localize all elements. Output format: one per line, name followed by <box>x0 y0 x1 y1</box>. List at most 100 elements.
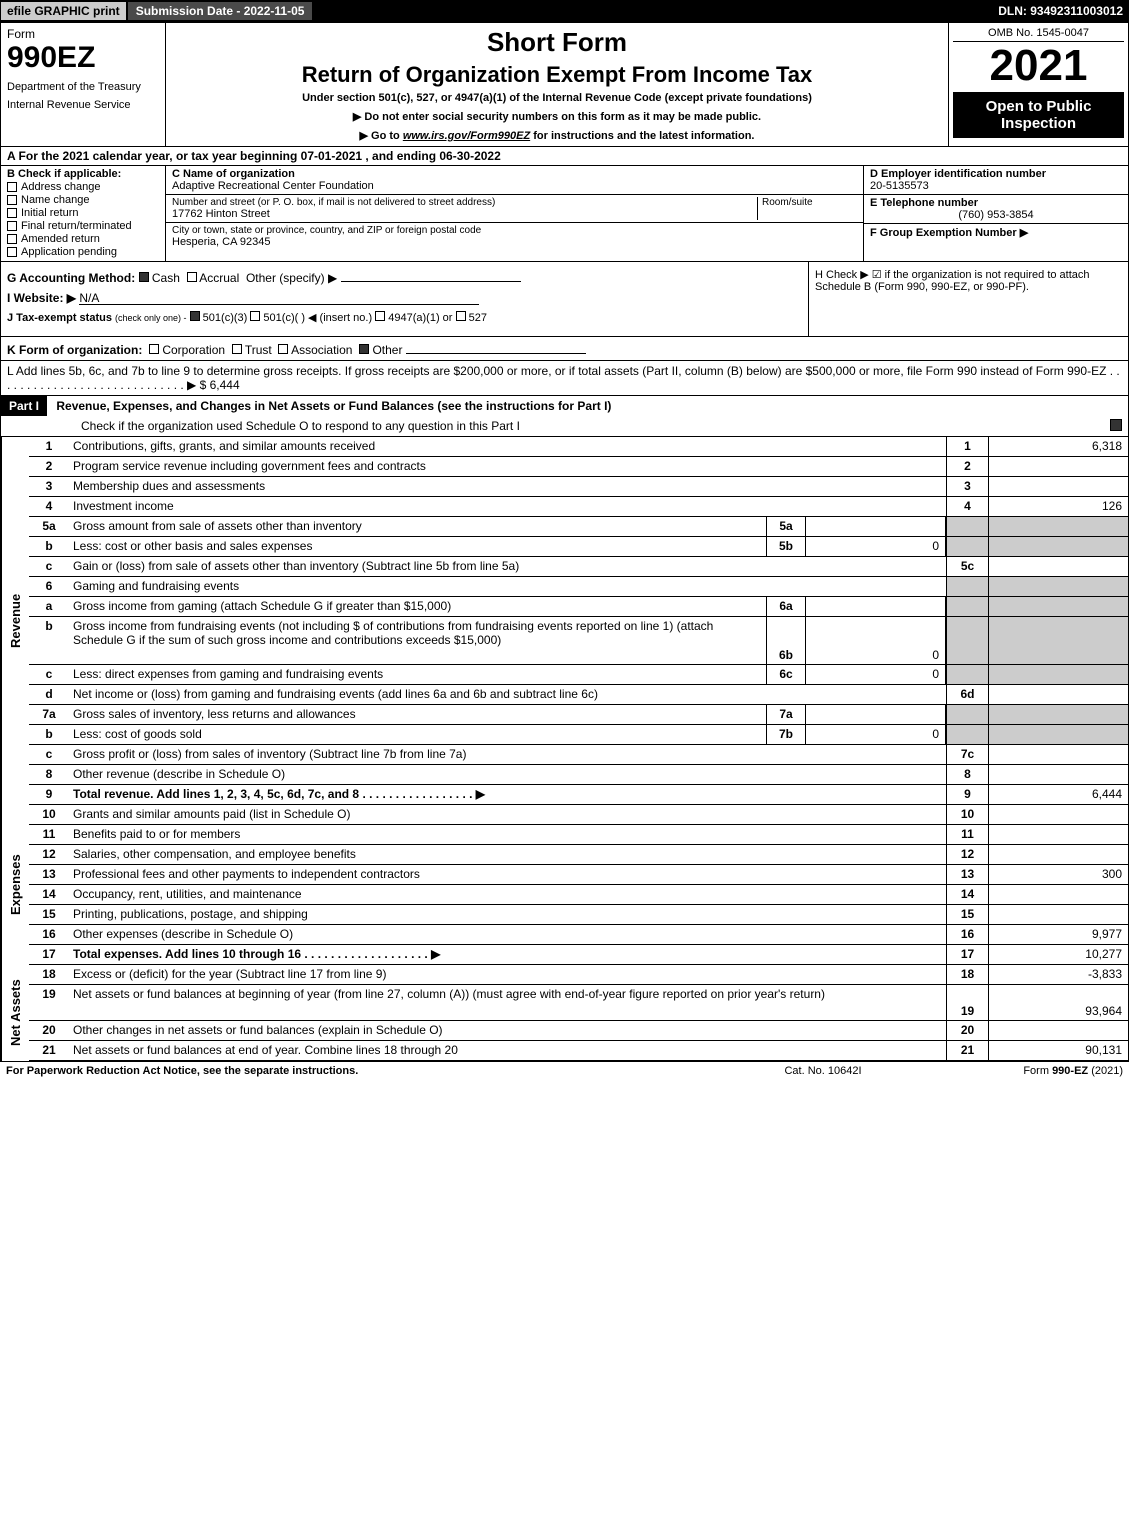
k-assoc-checkbox[interactable] <box>278 344 288 354</box>
line-7b: bLess: cost of goods sold7b0 <box>29 725 1129 745</box>
val-col: 10,277 <box>988 945 1128 964</box>
part1-header: Part I Revenue, Expenses, and Changes in… <box>0 396 1129 437</box>
part1-title: Revenue, Expenses, and Changes in Net As… <box>50 396 617 416</box>
b-final-return[interactable]: Final return/terminated <box>7 220 159 232</box>
i-label: I Website: ▶ <box>7 291 76 305</box>
b-address-change[interactable]: Address change <box>7 181 159 193</box>
line-a: A For the 2021 calendar year, or tax yea… <box>0 147 1129 166</box>
b-item-label: Address change <box>21 181 101 193</box>
sub-val: 0 <box>806 617 946 664</box>
num-col: 18 <box>946 965 988 984</box>
open-to-public: Open to Public Inspection <box>953 92 1124 138</box>
return-title: Return of Organization Exempt From Incom… <box>172 62 942 88</box>
line-desc: Less: cost of goods sold <box>69 725 766 744</box>
val-col <box>988 537 1128 556</box>
short-form-title: Short Form <box>172 27 942 58</box>
g-accrual: Accrual <box>199 271 239 285</box>
netassets-label: Net Assets <box>1 965 29 1061</box>
line-num: 14 <box>29 885 69 904</box>
org-city: Hesperia, CA 92345 <box>172 236 857 248</box>
part1-label: Part I <box>1 396 47 416</box>
c-name-block: C Name of organization Adaptive Recreati… <box>166 166 863 195</box>
do-not-ssn: ▶ Do not enter social security numbers o… <box>172 110 942 123</box>
sub-label: 6c <box>766 665 806 684</box>
irs-link[interactable]: www.irs.gov/Form990EZ <box>403 130 530 142</box>
num-col: 19 <box>946 985 988 1020</box>
e-label: E Telephone number <box>870 197 1122 209</box>
line-6c: cLess: direct expenses from gaming and f… <box>29 665 1129 685</box>
c-city-label: City or town, state or province, country… <box>172 225 857 236</box>
part1-schedule-o-checkbox[interactable] <box>1110 419 1122 431</box>
line-15: 15Printing, publications, postage, and s… <box>29 905 1129 925</box>
k-other: Other <box>372 343 402 357</box>
k-label: K Form of organization: <box>7 343 142 357</box>
j-line: J Tax-exempt status (check only one) - 5… <box>7 311 802 324</box>
efile-print-button[interactable]: efile GRAPHIC print <box>0 1 127 21</box>
line-desc: Salaries, other compensation, and employ… <box>69 845 946 864</box>
j-4947-checkbox[interactable] <box>375 311 385 321</box>
val-col <box>988 665 1128 684</box>
sub-label: 7b <box>766 725 806 744</box>
line-5b: bLess: cost or other basis and sales exp… <box>29 537 1129 557</box>
val-col <box>988 705 1128 724</box>
num-col <box>946 537 988 556</box>
line-5c: cGain or (loss) from sale of assets othe… <box>29 557 1129 577</box>
room-suite-label: Room/suite <box>762 197 857 208</box>
num-col: 21 <box>946 1041 988 1060</box>
line-desc: Total revenue. Add lines 1, 2, 3, 4, 5c,… <box>69 785 946 804</box>
line-3: 3Membership dues and assessments3 <box>29 477 1129 497</box>
g-other-field[interactable] <box>341 268 521 282</box>
b-name-change[interactable]: Name change <box>7 194 159 206</box>
k-assoc: Association <box>291 343 352 357</box>
line-6a: aGross income from gaming (attach Schedu… <box>29 597 1129 617</box>
g-cash-checkbox[interactable] <box>139 272 149 282</box>
j-4947: 4947(a)(1) or <box>388 312 452 324</box>
num-col <box>946 617 988 664</box>
line-num: 12 <box>29 845 69 864</box>
line-14: 14Occupancy, rent, utilities, and mainte… <box>29 885 1129 905</box>
j-501c3-checkbox[interactable] <box>190 311 200 321</box>
num-col <box>946 517 988 536</box>
val-col <box>988 825 1128 844</box>
checkbox-icon <box>7 221 17 231</box>
checkbox-icon <box>7 247 17 257</box>
val-col <box>988 577 1128 596</box>
line-num: 8 <box>29 765 69 784</box>
val-col <box>988 1021 1128 1040</box>
val-col: -3,833 <box>988 965 1128 984</box>
num-col: 13 <box>946 865 988 884</box>
k-trust: Trust <box>245 343 272 357</box>
num-col <box>946 597 988 616</box>
num-col: 9 <box>946 785 988 804</box>
j-527-checkbox[interactable] <box>456 311 466 321</box>
line-desc: Less: direct expenses from gaming and fu… <box>69 665 766 684</box>
b-application-pending[interactable]: Application pending <box>7 246 159 258</box>
f-block: F Group Exemption Number ▶ <box>863 224 1128 261</box>
g-line: G Accounting Method: Cash Accrual Other … <box>7 268 802 285</box>
k-other-checkbox[interactable] <box>359 344 369 354</box>
b-initial-return[interactable]: Initial return <box>7 207 159 219</box>
val-col <box>988 745 1128 764</box>
b-label: B Check if applicable: <box>7 168 159 180</box>
line-num: 9 <box>29 785 69 804</box>
line-9: 9Total revenue. Add lines 1, 2, 3, 4, 5c… <box>29 785 1129 805</box>
footer-mid: Cat. No. 10642I <box>723 1065 923 1077</box>
part1-check-text: Check if the organization used Schedule … <box>1 416 526 436</box>
line-2: 2Program service revenue including gover… <box>29 457 1129 477</box>
tax-year: 2021 <box>953 44 1124 88</box>
line-desc: Less: cost or other basis and sales expe… <box>69 537 766 556</box>
line-18: 18Excess or (deficit) for the year (Subt… <box>29 965 1129 985</box>
goto-post: for instructions and the latest informat… <box>530 130 754 142</box>
line-num: 19 <box>29 985 69 1020</box>
line-desc: Membership dues and assessments <box>69 477 946 496</box>
line-desc: Total expenses. Add lines 10 through 16 … <box>69 945 946 964</box>
k-other-field[interactable] <box>406 340 586 354</box>
k-trust-checkbox[interactable] <box>232 344 242 354</box>
expenses-label: Expenses <box>1 805 29 965</box>
sub-label: 7a <box>766 705 806 724</box>
k-corp-checkbox[interactable] <box>149 344 159 354</box>
b-amended-return[interactable]: Amended return <box>7 233 159 245</box>
j-sub: (check only one) - <box>115 313 187 323</box>
j-501c-checkbox[interactable] <box>250 311 260 321</box>
g-accrual-checkbox[interactable] <box>187 272 197 282</box>
